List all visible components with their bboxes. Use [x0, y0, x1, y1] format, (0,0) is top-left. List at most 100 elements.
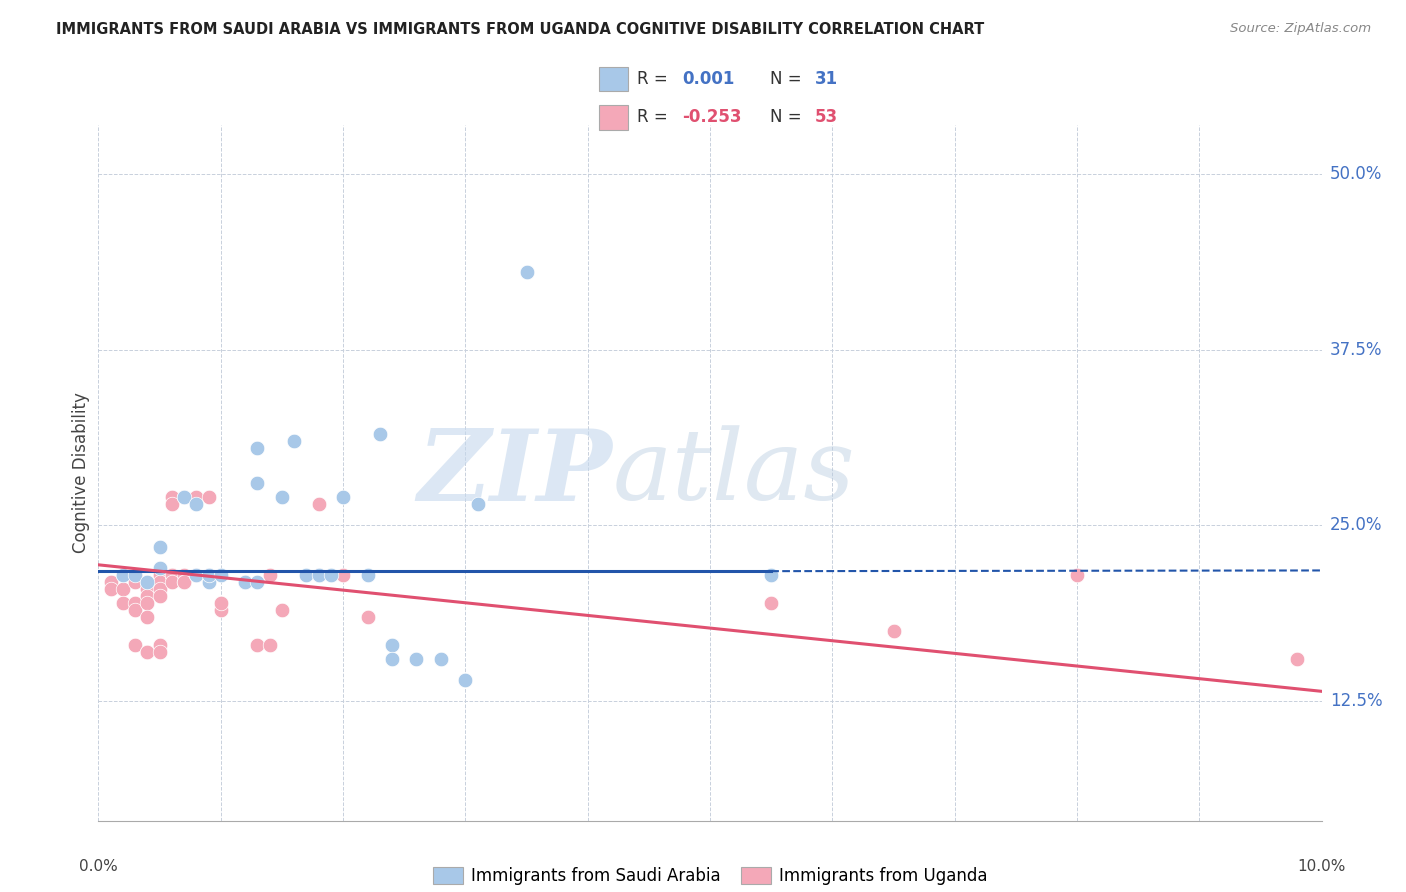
- Point: [124, 603, 146, 617]
- Point: [246, 476, 269, 491]
- Text: 50.0%: 50.0%: [1330, 165, 1382, 183]
- Point: [233, 574, 256, 589]
- Point: [381, 638, 404, 652]
- Point: [136, 645, 159, 659]
- Point: [1286, 652, 1309, 666]
- Point: [160, 491, 183, 505]
- Point: [136, 610, 159, 624]
- Point: [100, 582, 122, 596]
- Point: [356, 610, 378, 624]
- Point: [124, 574, 146, 589]
- Point: [246, 638, 269, 652]
- Point: [136, 574, 159, 589]
- Point: [160, 574, 183, 589]
- Point: [405, 652, 427, 666]
- Y-axis label: Cognitive Disability: Cognitive Disability: [72, 392, 90, 553]
- Point: [173, 574, 195, 589]
- Point: [149, 540, 172, 554]
- Point: [197, 574, 219, 589]
- Point: [160, 567, 183, 582]
- Point: [259, 567, 281, 582]
- Point: [259, 638, 281, 652]
- Point: [308, 497, 330, 511]
- Point: [160, 567, 183, 582]
- Point: [368, 427, 391, 442]
- Point: [111, 582, 134, 596]
- Text: R =: R =: [637, 108, 673, 126]
- Point: [100, 574, 122, 589]
- Point: [197, 491, 219, 505]
- Point: [209, 596, 232, 610]
- Point: [467, 497, 489, 511]
- Point: [186, 497, 208, 511]
- Point: [270, 603, 292, 617]
- Point: [430, 652, 453, 666]
- Text: -0.253: -0.253: [682, 108, 741, 126]
- Point: [295, 567, 318, 582]
- Text: 31: 31: [814, 70, 838, 88]
- Point: [381, 652, 404, 666]
- Point: [332, 491, 354, 505]
- Text: 10.0%: 10.0%: [1298, 859, 1346, 874]
- Point: [173, 491, 195, 505]
- Point: [233, 574, 256, 589]
- Point: [124, 567, 146, 582]
- Point: [160, 497, 183, 511]
- Point: [173, 567, 195, 582]
- Point: [197, 567, 219, 582]
- Point: [111, 567, 134, 582]
- Text: N =: N =: [769, 70, 807, 88]
- Point: [186, 567, 208, 582]
- Point: [111, 567, 134, 582]
- Text: 37.5%: 37.5%: [1330, 341, 1382, 359]
- Point: [308, 567, 330, 582]
- Point: [197, 567, 219, 582]
- Point: [136, 582, 159, 596]
- Text: 0.001: 0.001: [682, 70, 734, 88]
- Point: [111, 596, 134, 610]
- Point: [149, 638, 172, 652]
- Legend: Immigrants from Saudi Arabia, Immigrants from Uganda: Immigrants from Saudi Arabia, Immigrants…: [433, 867, 987, 886]
- Text: 25.0%: 25.0%: [1330, 516, 1382, 534]
- Point: [356, 567, 378, 582]
- Point: [136, 645, 159, 659]
- Text: 0.0%: 0.0%: [79, 859, 118, 874]
- Text: 12.5%: 12.5%: [1330, 692, 1382, 710]
- Text: IMMIGRANTS FROM SAUDI ARABIA VS IMMIGRANTS FROM UGANDA COGNITIVE DISABILITY CORR: IMMIGRANTS FROM SAUDI ARABIA VS IMMIGRAN…: [56, 22, 984, 37]
- Point: [186, 567, 208, 582]
- Point: [759, 567, 782, 582]
- Point: [308, 567, 330, 582]
- Point: [516, 265, 538, 279]
- Point: [883, 624, 905, 638]
- Point: [149, 589, 172, 603]
- Point: [149, 560, 172, 574]
- Point: [332, 567, 354, 582]
- Point: [124, 567, 146, 582]
- Point: [124, 596, 146, 610]
- Point: [454, 673, 477, 687]
- Point: [173, 491, 195, 505]
- Point: [186, 491, 208, 505]
- Point: [149, 567, 172, 582]
- Point: [136, 596, 159, 610]
- Point: [759, 596, 782, 610]
- Point: [209, 567, 232, 582]
- Text: atlas: atlas: [612, 425, 855, 520]
- Text: Source: ZipAtlas.com: Source: ZipAtlas.com: [1230, 22, 1371, 36]
- Text: 53: 53: [814, 108, 838, 126]
- Bar: [599, 67, 628, 92]
- Bar: [599, 105, 628, 130]
- Point: [149, 574, 172, 589]
- Point: [270, 491, 292, 505]
- Text: N =: N =: [769, 108, 807, 126]
- Text: ZIP: ZIP: [418, 425, 612, 521]
- Point: [160, 567, 183, 582]
- Point: [136, 574, 159, 589]
- Point: [149, 645, 172, 659]
- Point: [209, 603, 232, 617]
- Point: [124, 567, 146, 582]
- Point: [319, 567, 342, 582]
- Point: [1066, 567, 1088, 582]
- Point: [136, 589, 159, 603]
- Point: [246, 441, 269, 455]
